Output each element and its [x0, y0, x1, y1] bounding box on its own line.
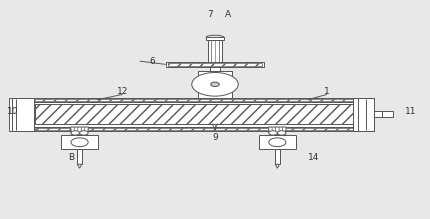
Polygon shape	[275, 164, 280, 168]
Bar	[35, 99, 369, 101]
Text: A: A	[225, 10, 231, 19]
Text: 10: 10	[7, 107, 18, 116]
Text: 6: 6	[150, 57, 156, 66]
Bar	[61, 135, 98, 149]
Text: 7: 7	[207, 10, 213, 19]
Bar	[206, 37, 224, 40]
Text: B: B	[68, 153, 74, 162]
Text: 14: 14	[308, 153, 319, 162]
Polygon shape	[77, 164, 82, 168]
Bar	[9, 98, 34, 131]
Bar	[259, 135, 296, 149]
Circle shape	[192, 72, 238, 96]
Circle shape	[80, 131, 88, 135]
Text: 12: 12	[117, 87, 128, 97]
Bar	[35, 128, 369, 130]
Bar	[208, 40, 222, 62]
Circle shape	[269, 138, 286, 147]
Circle shape	[277, 131, 286, 135]
Text: 11: 11	[405, 107, 416, 116]
Bar	[77, 149, 82, 164]
Circle shape	[211, 82, 219, 87]
Bar	[210, 67, 220, 71]
Bar	[275, 149, 280, 164]
Text: 9: 9	[212, 133, 218, 143]
Circle shape	[71, 138, 88, 147]
Bar	[374, 111, 393, 118]
Polygon shape	[268, 127, 286, 135]
Bar	[30, 102, 374, 127]
Bar	[30, 127, 374, 131]
Bar	[166, 62, 264, 67]
Bar	[168, 63, 262, 66]
Text: 1: 1	[324, 87, 330, 97]
Polygon shape	[71, 127, 89, 135]
Bar	[35, 104, 369, 124]
Bar	[198, 71, 232, 98]
Circle shape	[269, 131, 277, 135]
Bar	[353, 98, 374, 131]
Bar	[30, 98, 374, 102]
Circle shape	[71, 131, 80, 135]
